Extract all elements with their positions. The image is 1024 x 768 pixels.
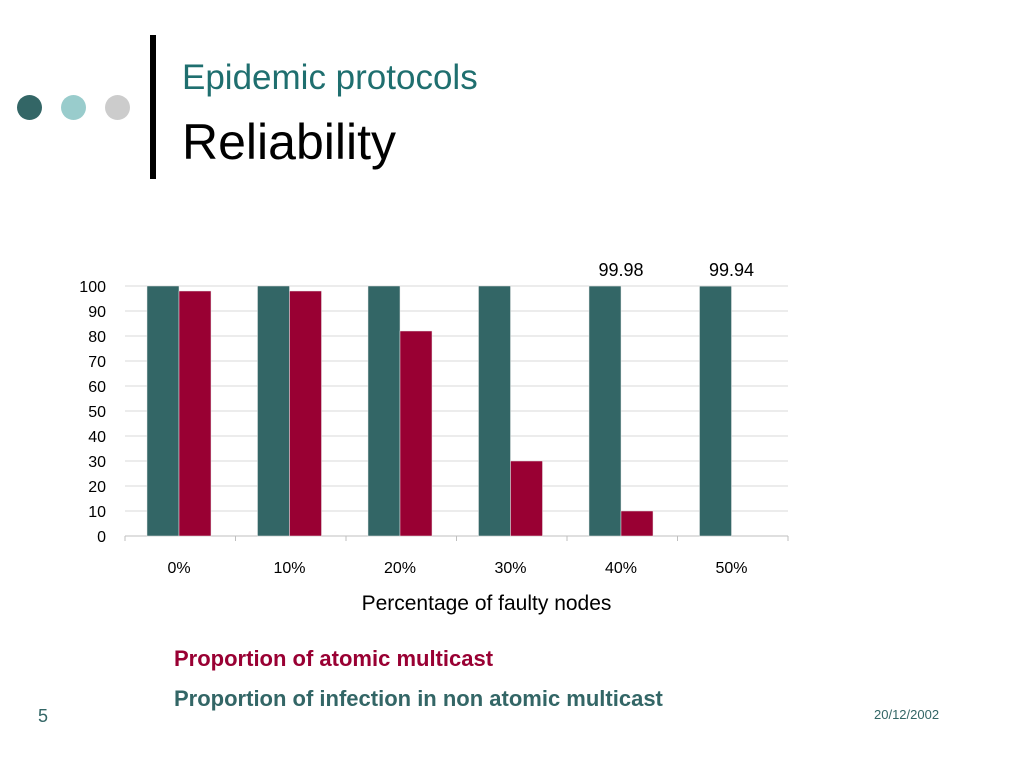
decorative-dot-light [61,95,86,120]
y-tick-label: 50 [88,404,106,421]
bar-infection [257,285,290,537]
bar-atomic [399,330,433,537]
slide-date: 20/12/2002 [874,707,940,722]
y-tick-label: 60 [88,379,106,396]
decorative-dot-grey [105,95,130,120]
x-axis-title: Percentage of faulty nodes [362,592,612,615]
x-tick-label: 0% [167,560,190,577]
y-tick-label: 0 [97,529,106,546]
x-tick-label: 10% [273,560,305,577]
bar-infection [699,285,732,537]
x-tick-label: 40% [605,560,637,577]
legend-infection-non-atomic: Proportion of infection in non atomic mu… [174,686,663,711]
bar-atomic [289,290,322,537]
legend-atomic-multicast: Proportion of atomic multicast [174,646,494,671]
bar-infection [367,285,401,537]
x-tick-label: 20% [384,560,416,577]
title-divider-bar [150,35,156,179]
bar-infection [146,285,180,537]
data-label: 99.98 [598,260,643,280]
bar-infection [478,285,511,537]
bar-atomic [620,510,654,537]
y-tick-label: 40 [88,429,106,446]
y-tick-label: 20 [88,479,106,496]
data-label: 99.94 [709,260,754,280]
slide-number: 5 [38,706,49,726]
bar-atomic [510,460,543,537]
x-tick-label: 30% [494,560,526,577]
y-tick-label: 30 [88,454,106,471]
y-tick-label: 10 [88,504,106,521]
slide-subtitle: Epidemic protocols [182,58,478,97]
y-tick-label: 80 [88,329,106,346]
y-tick-label: 100 [79,279,106,296]
y-tick-label: 90 [88,304,106,321]
bar-infection [588,285,622,537]
x-tick-label: 50% [715,560,747,577]
bar-atomic [178,290,212,537]
slide-title: Reliability [182,114,396,170]
decorative-dot-dark [17,95,42,120]
y-tick-label: 70 [88,354,106,371]
